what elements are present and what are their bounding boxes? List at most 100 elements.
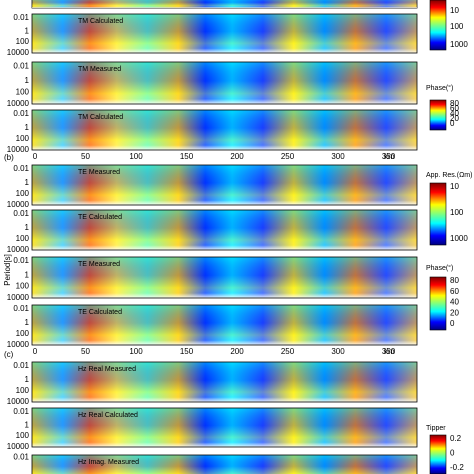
pseudosection-shade bbox=[32, 62, 417, 104]
y-tick-label: 100 bbox=[16, 329, 30, 338]
x-tick-label: 200 bbox=[230, 347, 244, 356]
colorbar bbox=[429, 276, 447, 331]
panel-label: Hz Real Calculated bbox=[78, 412, 138, 419]
y-tick-label: 0.01 bbox=[13, 61, 29, 70]
panel-label: TM Calculated bbox=[78, 18, 123, 25]
x-tick-label: 200 bbox=[230, 152, 244, 161]
pseudosection-shade bbox=[32, 455, 417, 474]
colorbar-tick-label: 10 bbox=[450, 6, 459, 15]
pseudosection-shade bbox=[32, 408, 417, 447]
y-tick-label: 0.01 bbox=[13, 209, 29, 218]
colorbar-tick-label: 60 bbox=[450, 287, 459, 296]
pseudosection-shade bbox=[32, 257, 417, 298]
y-tick-label: 1 bbox=[25, 123, 30, 132]
y-tick-label: 0.01 bbox=[13, 453, 29, 462]
x-tick-label: 350 bbox=[382, 152, 396, 161]
y-tick-label: 1 bbox=[25, 76, 30, 85]
y-tick-label: 10000 bbox=[7, 145, 30, 154]
x-tick-label: 0 bbox=[33, 347, 38, 356]
x-tick-label: 250 bbox=[281, 152, 295, 161]
panel-frame bbox=[31, 454, 418, 474]
section-label: (c) bbox=[4, 350, 14, 359]
pseudosection-shade bbox=[32, 362, 417, 402]
colorbar-tick-label: 0.2 bbox=[450, 434, 462, 443]
y-tick-label: 100 bbox=[16, 189, 30, 198]
y-tick-label: 100 bbox=[16, 234, 30, 243]
colorbar bbox=[429, 99, 447, 131]
y-tick-label: 0.01 bbox=[13, 109, 29, 118]
colorbar-title: Tipper bbox=[426, 425, 446, 432]
colorbar-tick-label: 80 bbox=[450, 99, 459, 108]
colorbar-tick-label: 0 bbox=[450, 449, 455, 458]
x-tick-label: 100 bbox=[129, 152, 143, 161]
colorbar-tick-label: 100 bbox=[450, 208, 464, 217]
y-tick-label: 10000 bbox=[7, 99, 30, 108]
panel-frame bbox=[31, 304, 418, 346]
pseudosection-shade bbox=[32, 210, 417, 250]
x-tick-label: 350 bbox=[382, 347, 396, 356]
y-tick-label: 100 bbox=[16, 282, 30, 291]
y-tick-label: 100 bbox=[16, 37, 30, 46]
panel-frame bbox=[31, 61, 418, 105]
y-tick-label: 100 bbox=[16, 134, 30, 143]
colorbar-title: Phase(°) bbox=[426, 84, 453, 92]
panel-label: TE Calculated bbox=[78, 214, 122, 221]
x-tick-label: 300 bbox=[331, 347, 345, 356]
x-tick-label: 250 bbox=[281, 347, 295, 356]
panel-label: TM Calculated bbox=[78, 114, 123, 121]
x-tick-label: 150 bbox=[180, 347, 194, 356]
panel-frame bbox=[31, 256, 418, 299]
y-tick-label: 1 bbox=[25, 27, 30, 36]
colorbar-tick-label: -0.2 bbox=[450, 463, 464, 472]
panel-label: TE Calculated bbox=[78, 309, 122, 316]
colorbar-tick-label: 60 bbox=[450, 104, 459, 113]
colorbar-tick-label: 80 bbox=[450, 276, 459, 285]
y-tick-label: 10000 bbox=[7, 245, 30, 254]
colorbar-tick-label: 20 bbox=[450, 114, 459, 123]
section-label: (b) bbox=[4, 153, 14, 162]
x-tick-label: 150 bbox=[180, 152, 194, 161]
pseudosection-shade bbox=[32, 14, 417, 53]
panel-label: TE Measured bbox=[78, 169, 120, 176]
y-tick-label: 0.01 bbox=[13, 13, 29, 22]
y-tick-label: 10000 bbox=[7, 200, 30, 209]
panel-frame bbox=[31, 209, 418, 251]
y-tick-label: 0.01 bbox=[13, 304, 29, 313]
colorbar-title: Phase(°) bbox=[426, 264, 453, 272]
colorbar-tick-label: 40 bbox=[450, 298, 459, 307]
x-axis-unit: km bbox=[384, 152, 395, 161]
y-tick-label: 10000 bbox=[7, 293, 30, 302]
y-tick-label: 10000 bbox=[7, 48, 30, 57]
panel-label: Hz Imag. Measured bbox=[78, 459, 139, 466]
colorbar-tick-label: 100 bbox=[450, 22, 464, 31]
y-tick-label: 1 bbox=[25, 318, 30, 327]
colorbar-tick-label: 40 bbox=[450, 109, 459, 118]
panel-frame bbox=[31, 164, 418, 206]
y-tick-label: 1 bbox=[25, 223, 30, 232]
x-tick-label: 0 bbox=[33, 152, 38, 161]
x-tick-label: 300 bbox=[331, 152, 345, 161]
colorbar-tick-label: 20 bbox=[450, 308, 459, 317]
colorbar-tick-label: 10 bbox=[450, 182, 459, 191]
panel-frame bbox=[31, 13, 418, 54]
y-tick-label: 1 bbox=[25, 375, 30, 384]
panel-label: Hz Real Measured bbox=[78, 366, 136, 373]
colorbar-tick-label: 0 bbox=[450, 319, 455, 328]
x-tick-label: 50 bbox=[81, 347, 90, 356]
colorbar-tick-label: 1000 bbox=[450, 234, 468, 243]
panel-label: TM Measured bbox=[78, 66, 121, 73]
colorbar bbox=[429, 434, 447, 474]
panel-frame bbox=[31, 109, 418, 151]
panel-frame bbox=[31, 407, 418, 448]
pseudosection-shade bbox=[32, 110, 417, 150]
pseudosection-shade bbox=[32, 165, 417, 205]
y-tick-label: 100 bbox=[16, 431, 30, 440]
colorbar-tick-label: 0 bbox=[450, 119, 455, 128]
y-tick-label: 10000 bbox=[7, 397, 30, 406]
y-tick-label: 1 bbox=[25, 421, 30, 430]
x-axis-unit: km bbox=[384, 347, 395, 356]
colorbar-title: App. Res.(Ωm) bbox=[426, 172, 472, 179]
y-tick-label: 10000 bbox=[7, 442, 30, 451]
panel-frame bbox=[31, 361, 418, 403]
